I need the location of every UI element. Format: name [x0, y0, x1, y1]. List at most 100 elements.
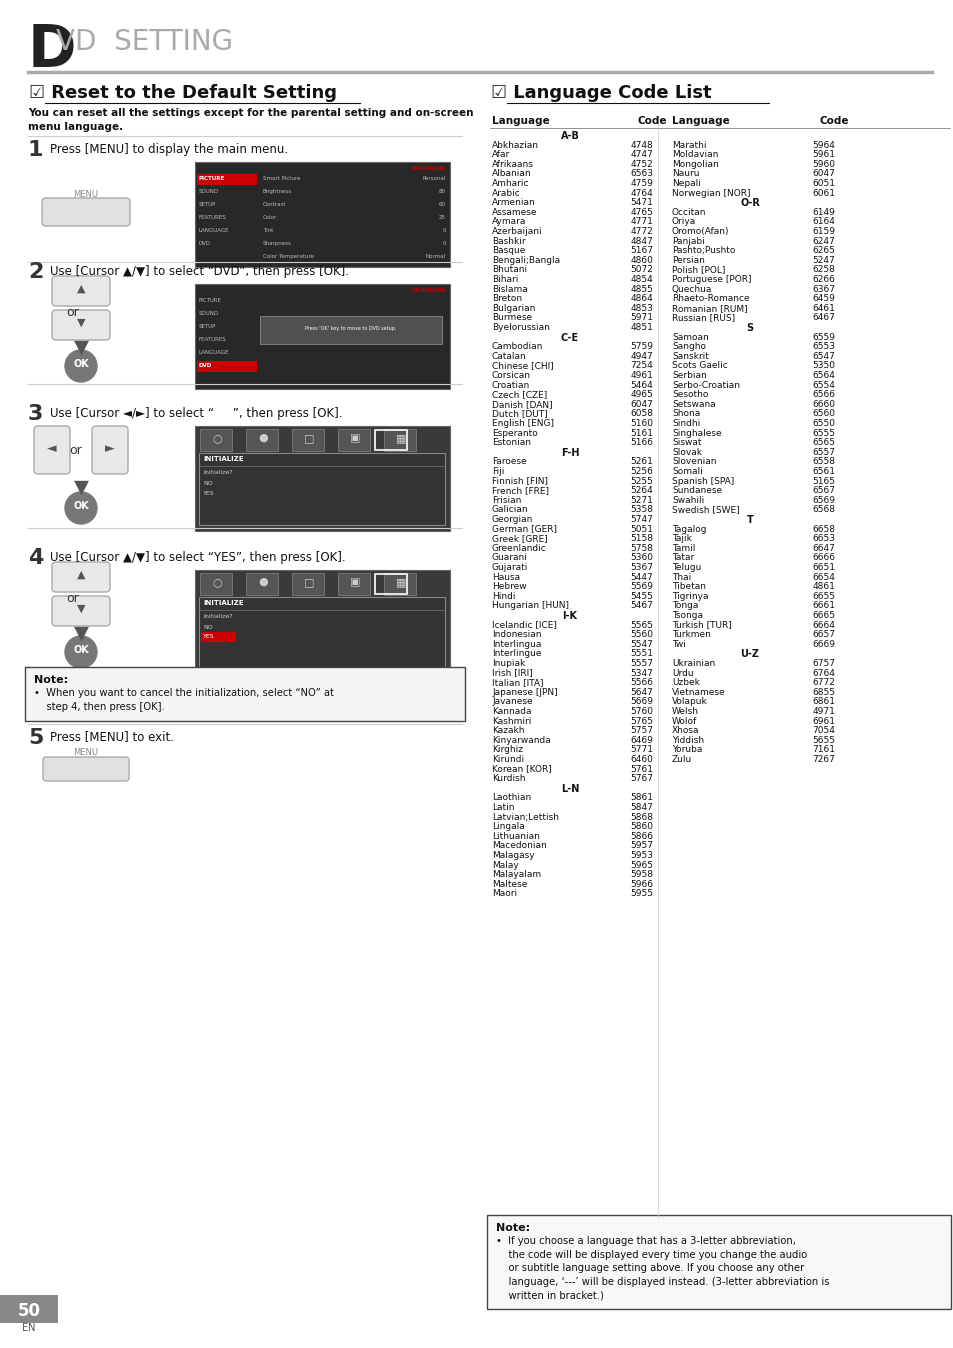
- Text: 5747: 5747: [630, 515, 652, 524]
- Text: Use [Cursor ◄/►] to select “     ”, then press [OK].: Use [Cursor ◄/►] to select “ ”, then pre…: [50, 407, 342, 421]
- Text: Swahili: Swahili: [671, 496, 703, 504]
- Text: Abkhazian: Abkhazian: [492, 140, 538, 150]
- Text: 6660: 6660: [811, 400, 834, 408]
- FancyBboxPatch shape: [25, 667, 464, 721]
- Text: Sundanese: Sundanese: [671, 487, 721, 495]
- Text: 4748: 4748: [630, 140, 652, 150]
- Text: Greenlandic: Greenlandic: [492, 543, 546, 553]
- Text: 6961: 6961: [811, 717, 834, 725]
- FancyBboxPatch shape: [42, 198, 130, 226]
- Text: 6164: 6164: [811, 217, 834, 226]
- Text: 6459: 6459: [811, 294, 834, 303]
- FancyBboxPatch shape: [52, 310, 110, 340]
- Text: 5360: 5360: [629, 554, 652, 562]
- Text: Bislama: Bislama: [492, 284, 527, 294]
- Text: 5966: 5966: [629, 880, 652, 888]
- Text: Latin: Latin: [492, 803, 514, 811]
- Text: 6567: 6567: [811, 487, 834, 495]
- Text: 6661: 6661: [811, 601, 834, 611]
- Text: 5256: 5256: [630, 466, 652, 476]
- Text: Serbo-Croatian: Serbo-Croatian: [671, 380, 740, 390]
- Text: Malayalam: Malayalam: [492, 871, 540, 879]
- Text: German [GER]: German [GER]: [492, 524, 557, 534]
- Text: Tigrinya: Tigrinya: [671, 592, 708, 601]
- Text: 6657: 6657: [811, 631, 834, 639]
- Text: SETUP: SETUP: [199, 202, 216, 208]
- Text: VD  SETTING: VD SETTING: [56, 28, 233, 57]
- Text: Georgian: Georgian: [492, 515, 533, 524]
- Text: 5861: 5861: [629, 794, 652, 802]
- Text: Press [MENU] to display the main menu.: Press [MENU] to display the main menu.: [50, 143, 288, 156]
- Text: or: or: [66, 592, 79, 605]
- Text: ▼: ▼: [73, 338, 89, 357]
- Text: MAGNAVOX: MAGNAVOX: [412, 288, 446, 293]
- Text: C-E: C-E: [560, 333, 578, 342]
- Text: Tagalog: Tagalog: [671, 524, 706, 534]
- Text: Norwegian [NOR]: Norwegian [NOR]: [671, 189, 750, 198]
- Circle shape: [65, 350, 97, 381]
- Text: 5953: 5953: [629, 851, 652, 860]
- Text: Japanese [JPN]: Japanese [JPN]: [492, 687, 558, 697]
- Text: 5255: 5255: [630, 477, 652, 485]
- Text: NO: NO: [203, 481, 213, 487]
- Text: Burmese: Burmese: [492, 313, 532, 322]
- Bar: [201, 632, 235, 642]
- Text: Italian [ITA]: Italian [ITA]: [492, 678, 543, 687]
- Text: 5669: 5669: [629, 697, 652, 706]
- Text: Uzbek: Uzbek: [671, 678, 700, 687]
- Text: Urdu: Urdu: [671, 669, 693, 678]
- Text: 6653: 6653: [811, 534, 834, 543]
- Text: Use [Cursor ▲/▼] to select “DVD”, then press [OK].: Use [Cursor ▲/▼] to select “DVD”, then p…: [50, 266, 349, 278]
- Text: 4: 4: [28, 549, 43, 568]
- Text: 6265: 6265: [811, 247, 834, 255]
- Text: Azerbaijani: Azerbaijani: [492, 226, 542, 236]
- Bar: [375, 430, 407, 450]
- Text: Brightness: Brightness: [263, 189, 292, 194]
- Text: Sangho: Sangho: [671, 342, 705, 352]
- Text: Polish [POL]: Polish [POL]: [671, 266, 724, 275]
- Text: 5958: 5958: [629, 871, 652, 879]
- Text: 50: 50: [17, 1302, 40, 1320]
- Text: 5158: 5158: [629, 534, 652, 543]
- Text: 4853: 4853: [630, 303, 652, 313]
- Text: Kazakh: Kazakh: [492, 727, 524, 735]
- Text: INITIALIZE: INITIALIZE: [203, 600, 243, 607]
- Text: Scots Gaelic: Scots Gaelic: [671, 361, 727, 371]
- Text: 7254: 7254: [630, 361, 652, 371]
- Text: Galician: Galician: [492, 506, 528, 515]
- Text: Kashmiri: Kashmiri: [492, 717, 531, 725]
- Text: YES: YES: [203, 491, 214, 496]
- Text: Tsonga: Tsonga: [671, 611, 702, 620]
- Text: Esperanto: Esperanto: [492, 429, 537, 438]
- Text: Kirghiz: Kirghiz: [492, 745, 522, 755]
- Text: 6469: 6469: [630, 736, 652, 745]
- Text: Tonga: Tonga: [671, 601, 698, 611]
- Text: 4961: 4961: [630, 371, 652, 380]
- Text: Icelandic [ICE]: Icelandic [ICE]: [492, 620, 557, 630]
- Text: Kirundi: Kirundi: [492, 755, 523, 764]
- Text: 4764: 4764: [630, 189, 652, 198]
- FancyBboxPatch shape: [200, 573, 232, 594]
- Text: Maltese: Maltese: [492, 880, 527, 888]
- Text: 5160: 5160: [629, 419, 652, 429]
- Text: Yoruba: Yoruba: [671, 745, 701, 755]
- Text: 5957: 5957: [629, 841, 652, 851]
- Text: Sesotho: Sesotho: [671, 390, 708, 399]
- Text: 6855: 6855: [811, 687, 834, 697]
- Text: FEATURES: FEATURES: [199, 337, 227, 342]
- Text: ●: ●: [258, 577, 268, 586]
- Text: Press 'OK' key to move to DVD setup.: Press 'OK' key to move to DVD setup.: [305, 326, 396, 332]
- FancyBboxPatch shape: [199, 597, 444, 669]
- Text: ▲: ▲: [76, 284, 85, 294]
- Text: Swedish [SWE]: Swedish [SWE]: [671, 506, 739, 515]
- Text: ○: ○: [212, 433, 222, 443]
- Text: 7054: 7054: [811, 727, 834, 735]
- Text: ●: ●: [258, 433, 268, 443]
- Text: Language: Language: [671, 116, 729, 125]
- Text: Yiddish: Yiddish: [671, 736, 703, 745]
- Text: 4772: 4772: [630, 226, 652, 236]
- Text: Turkmen: Turkmen: [671, 631, 710, 639]
- Text: 6861: 6861: [811, 697, 834, 706]
- Text: 6669: 6669: [811, 640, 834, 648]
- Text: Initialize?: Initialize?: [203, 470, 233, 474]
